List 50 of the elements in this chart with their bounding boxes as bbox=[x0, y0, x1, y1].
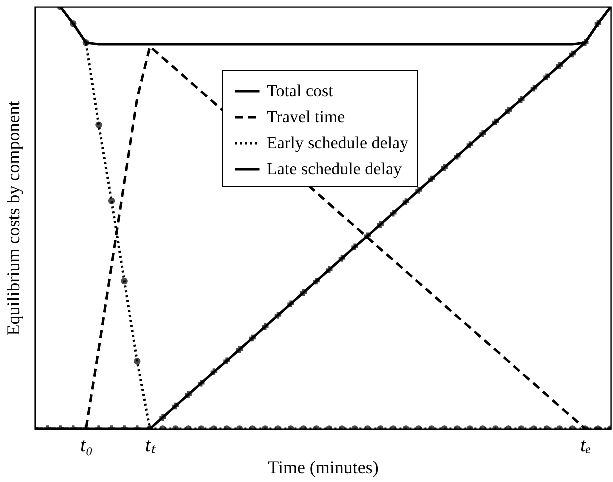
point bbox=[594, 20, 602, 28]
point bbox=[518, 96, 525, 104]
point bbox=[210, 368, 218, 376]
x-tick-label: tₑ bbox=[580, 434, 592, 456]
point bbox=[402, 198, 410, 206]
point bbox=[274, 312, 282, 319]
point bbox=[108, 198, 116, 204]
point bbox=[454, 153, 461, 160]
point bbox=[556, 62, 564, 70]
legend-label: Total cost bbox=[267, 82, 334, 100]
point bbox=[121, 278, 128, 285]
point bbox=[416, 187, 422, 194]
point bbox=[326, 266, 333, 274]
point bbox=[134, 358, 141, 365]
point bbox=[172, 402, 180, 410]
legend-label: Travel time bbox=[267, 108, 346, 126]
point bbox=[300, 289, 308, 296]
x-tick-label: tₜ bbox=[145, 434, 157, 456]
point bbox=[441, 164, 448, 172]
point bbox=[249, 334, 256, 342]
point bbox=[466, 142, 474, 148]
point bbox=[569, 50, 576, 58]
point bbox=[505, 107, 512, 114]
point bbox=[224, 358, 230, 364]
point bbox=[544, 74, 550, 80]
point bbox=[352, 244, 358, 250]
point bbox=[377, 221, 384, 228]
point bbox=[288, 300, 294, 308]
point bbox=[492, 118, 500, 126]
point bbox=[390, 210, 397, 217]
point bbox=[480, 130, 486, 137]
point bbox=[313, 278, 320, 285]
point bbox=[582, 40, 589, 46]
point bbox=[198, 380, 205, 387]
legend-label: Early schedule delay bbox=[267, 134, 410, 152]
point bbox=[428, 176, 436, 183]
point bbox=[236, 346, 244, 354]
point bbox=[338, 255, 346, 262]
x-axis-title: Time (minutes) bbox=[268, 458, 379, 478]
x-tick-label: t₀ bbox=[80, 434, 93, 456]
point bbox=[160, 414, 166, 421]
point bbox=[70, 20, 77, 28]
point bbox=[185, 391, 192, 398]
point bbox=[82, 40, 90, 46]
legend-label: Late schedule delay bbox=[267, 160, 402, 178]
point bbox=[262, 324, 269, 330]
point bbox=[530, 85, 538, 92]
point bbox=[96, 122, 102, 129]
y-axis-title: Equilibrium costs by component bbox=[4, 101, 24, 336]
point bbox=[364, 232, 372, 240]
